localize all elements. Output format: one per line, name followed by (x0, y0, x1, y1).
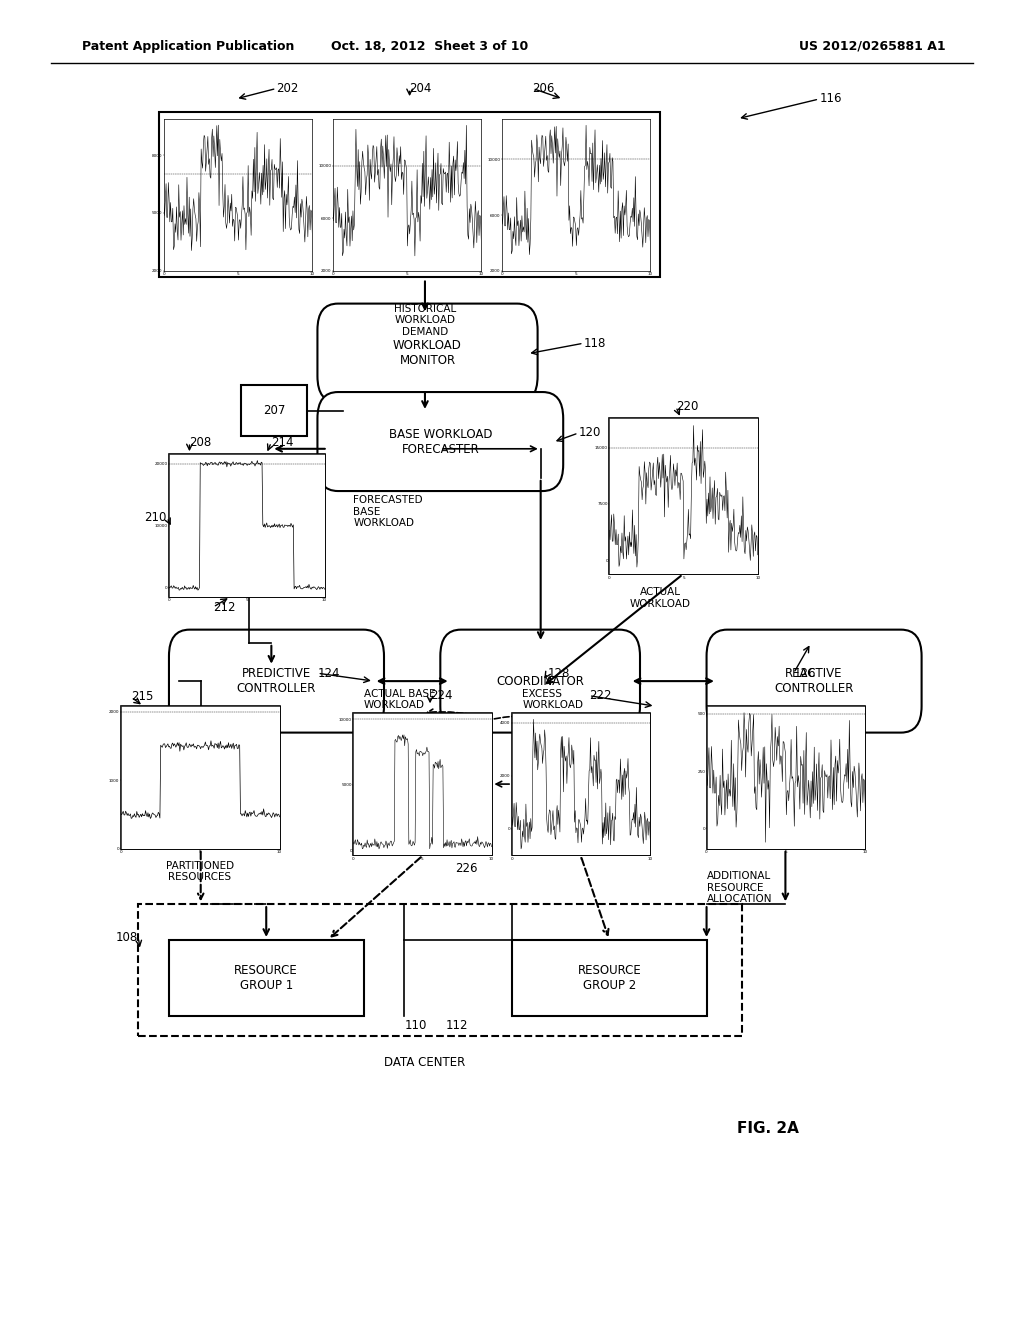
Text: 112: 112 (445, 1019, 468, 1032)
Bar (512, 713, 650, 855)
FancyBboxPatch shape (707, 630, 922, 733)
Bar (169, 454, 325, 597)
Bar (707, 706, 865, 849)
Text: 206: 206 (532, 82, 555, 95)
Text: 108: 108 (116, 931, 138, 944)
Text: REACTIVE
CONTROLLER: REACTIVE CONTROLLER (774, 667, 854, 696)
FancyBboxPatch shape (512, 940, 707, 1016)
Text: Patent Application Publication: Patent Application Publication (82, 40, 294, 53)
Text: WORKLOAD
MONITOR: WORKLOAD MONITOR (393, 339, 462, 367)
Text: EXCESS
WORKLOAD: EXCESS WORKLOAD (522, 689, 584, 710)
Bar (121, 706, 280, 849)
Text: DATA CENTER: DATA CENTER (384, 1056, 466, 1069)
FancyBboxPatch shape (317, 392, 563, 491)
Text: HISTORICAL
WORKLOAD
DEMAND: HISTORICAL WORKLOAD DEMAND (394, 304, 456, 337)
Text: 224: 224 (430, 689, 453, 702)
Text: 202: 202 (276, 82, 299, 95)
Text: 124: 124 (317, 667, 340, 680)
Text: 212: 212 (213, 601, 236, 614)
Text: 116: 116 (819, 92, 842, 106)
Text: RESOURCE
GROUP 1: RESOURCE GROUP 1 (234, 964, 298, 993)
Text: 214: 214 (271, 436, 294, 449)
Text: US 2012/0265881 A1: US 2012/0265881 A1 (799, 40, 945, 53)
FancyBboxPatch shape (169, 940, 364, 1016)
Text: PREDICTIVE
CONTROLLER: PREDICTIVE CONTROLLER (237, 667, 316, 696)
Text: 215: 215 (131, 690, 154, 704)
FancyBboxPatch shape (440, 630, 640, 733)
FancyBboxPatch shape (317, 304, 538, 403)
FancyBboxPatch shape (169, 630, 384, 733)
Text: RESOURCE
GROUP 2: RESOURCE GROUP 2 (578, 964, 641, 993)
Text: BASE WORKLOAD
FORECASTER: BASE WORKLOAD FORECASTER (388, 428, 493, 455)
Text: 128: 128 (548, 667, 570, 680)
Text: 207: 207 (263, 404, 285, 417)
Bar (159, 112, 660, 277)
Bar (609, 418, 758, 574)
Text: ACTUAL
WORKLOAD: ACTUAL WORKLOAD (630, 587, 691, 609)
Text: ADDITIONAL
RESOURCE
ALLOCATION: ADDITIONAL RESOURCE ALLOCATION (707, 871, 772, 904)
Text: FORECASTED
BASE
WORKLOAD: FORECASTED BASE WORKLOAD (353, 495, 423, 528)
Text: 120: 120 (579, 426, 601, 440)
Text: 126: 126 (794, 667, 816, 680)
Text: PARTITIONED
RESOURCES: PARTITIONED RESOURCES (166, 861, 233, 882)
Bar (138, 904, 742, 1036)
Text: 208: 208 (189, 436, 212, 449)
Text: ACTUAL BASE
WORKLOAD: ACTUAL BASE WORKLOAD (364, 689, 435, 710)
Text: 110: 110 (404, 1019, 427, 1032)
Text: 118: 118 (584, 337, 606, 350)
Text: 210: 210 (144, 511, 167, 524)
Text: 220: 220 (676, 400, 698, 413)
Text: Oct. 18, 2012  Sheet 3 of 10: Oct. 18, 2012 Sheet 3 of 10 (332, 40, 528, 53)
FancyBboxPatch shape (241, 385, 307, 436)
Text: COORDINATOR: COORDINATOR (497, 675, 584, 688)
Text: 226: 226 (455, 862, 477, 875)
Text: 222: 222 (589, 689, 611, 702)
Bar (353, 713, 492, 855)
Text: FIG. 2A: FIG. 2A (737, 1121, 799, 1137)
Text: 204: 204 (410, 82, 432, 95)
